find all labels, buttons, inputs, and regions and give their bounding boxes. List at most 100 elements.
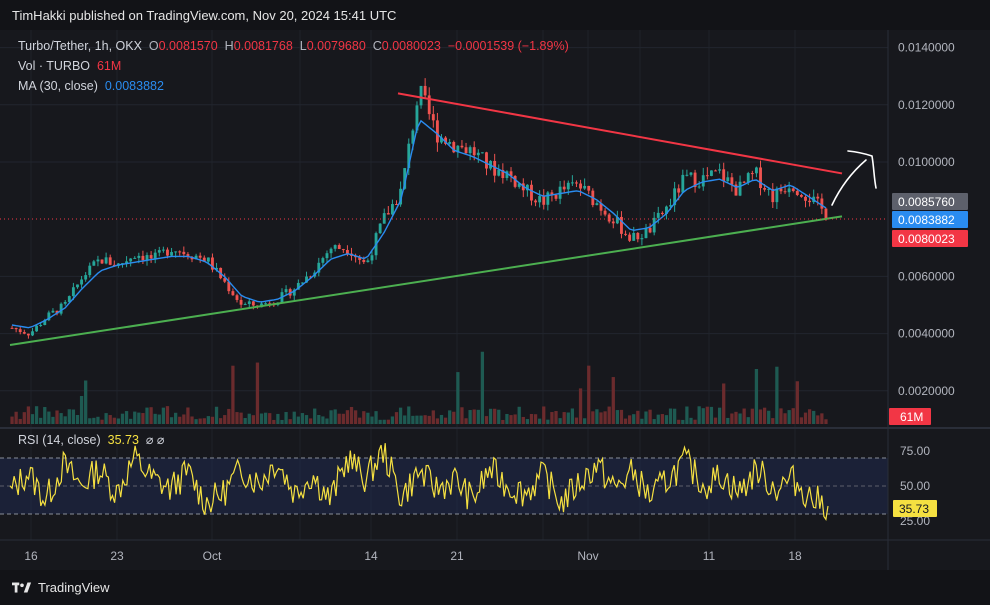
candle-body	[714, 170, 717, 172]
candle-body	[566, 182, 570, 190]
time-tick-label: Nov	[577, 549, 598, 563]
candle-body	[808, 200, 812, 203]
candle-body	[174, 251, 178, 253]
candle-body	[317, 262, 321, 273]
volume-bar	[734, 411, 738, 424]
volume-bars	[10, 351, 828, 424]
volume-bar	[525, 419, 530, 424]
low-value: 0.0079680	[306, 39, 366, 53]
volume-bar	[587, 365, 591, 424]
candle-body	[35, 325, 39, 332]
candle-body	[84, 275, 88, 280]
volume-row: Vol · TURBO 61M	[18, 56, 569, 76]
candle-body	[440, 137, 443, 143]
volume-bar	[390, 416, 395, 424]
volume-bar	[284, 412, 288, 424]
price-tick-label: 0.0040000	[898, 327, 955, 341]
candle-body	[358, 257, 362, 260]
volume-bar	[333, 409, 337, 424]
volume-bar	[337, 413, 341, 424]
candle-body	[525, 184, 529, 191]
candle-body	[63, 301, 67, 304]
volume-bar	[71, 409, 76, 424]
volume-bar	[108, 415, 112, 424]
volume-bar	[722, 383, 726, 424]
candle-body	[697, 186, 701, 188]
volume-bar	[276, 413, 280, 424]
volume-bar	[685, 406, 689, 424]
candle-body	[309, 276, 313, 278]
volume-bar	[378, 419, 382, 424]
volume-bar	[133, 411, 137, 424]
volume-bar	[411, 415, 415, 424]
volume-bar	[672, 408, 677, 424]
candle-body	[370, 255, 374, 261]
candle-body	[411, 130, 415, 144]
volume-bar	[272, 419, 276, 424]
volume-bar	[300, 413, 305, 424]
volume-bar	[497, 409, 501, 424]
volume-bar	[321, 416, 325, 424]
candle-body	[472, 147, 476, 156]
candle-body	[39, 324, 43, 326]
volume-bar	[566, 412, 570, 424]
candle-body	[251, 301, 255, 306]
candle-body	[88, 265, 92, 276]
volume-bar	[14, 411, 18, 424]
volume-bar	[194, 419, 198, 424]
volume-bar	[374, 411, 378, 424]
candle-body	[448, 142, 452, 144]
candle-body	[362, 259, 366, 263]
candle-body	[47, 312, 51, 321]
candle-body	[431, 114, 435, 121]
volume-bar	[304, 415, 309, 424]
candle-body	[587, 185, 591, 191]
volume-bar	[689, 417, 693, 424]
time-tick-label: 11	[703, 549, 716, 563]
price-tick-label: 0.0120000	[898, 98, 955, 112]
volume-bar	[664, 415, 669, 424]
volume-bar	[493, 408, 497, 424]
candle-body	[550, 192, 554, 195]
volume-bar	[529, 413, 534, 424]
volume-bar	[174, 412, 178, 424]
candle-body	[726, 177, 730, 182]
volume-bar	[787, 410, 791, 424]
volume-bar	[198, 418, 202, 424]
volume-bar	[533, 414, 538, 424]
volume-bar	[349, 406, 354, 424]
candle-body	[644, 227, 648, 239]
candle-body	[603, 210, 607, 215]
rsi-settings-icon[interactable]: ⌀ ⌀	[145, 433, 165, 447]
candle-body	[198, 255, 202, 258]
volume-bar	[697, 406, 701, 424]
price-badge-bg	[892, 230, 968, 247]
volume-bar	[795, 381, 799, 424]
candle-body	[296, 282, 300, 290]
volume-bar	[640, 418, 644, 424]
candle-body	[71, 287, 75, 297]
candle-body	[816, 196, 820, 199]
high-value: 0.0081768	[233, 39, 293, 53]
price-tick-label: 0.0020000	[898, 384, 955, 398]
candle-body	[43, 320, 47, 325]
drawn-arrow	[831, 150, 877, 206]
candle-body	[497, 170, 501, 176]
volume-bar	[652, 419, 656, 424]
candle-body	[665, 206, 668, 214]
rsi-tick-label: 25.00	[900, 514, 930, 528]
volume-bar	[30, 414, 35, 424]
candle-body	[615, 216, 619, 224]
rsi-tick-label: 75.00	[900, 444, 930, 458]
candle-body	[206, 257, 210, 262]
candle-body	[211, 257, 214, 270]
volume-bar	[317, 414, 321, 424]
volume-bar	[738, 413, 742, 424]
volume-bar	[206, 416, 211, 424]
rsi-value: 35.73	[107, 433, 139, 447]
candle-body	[804, 196, 807, 201]
volume-bar	[603, 411, 607, 424]
candle-body	[722, 169, 726, 182]
rsi-badge-bg	[893, 500, 937, 517]
